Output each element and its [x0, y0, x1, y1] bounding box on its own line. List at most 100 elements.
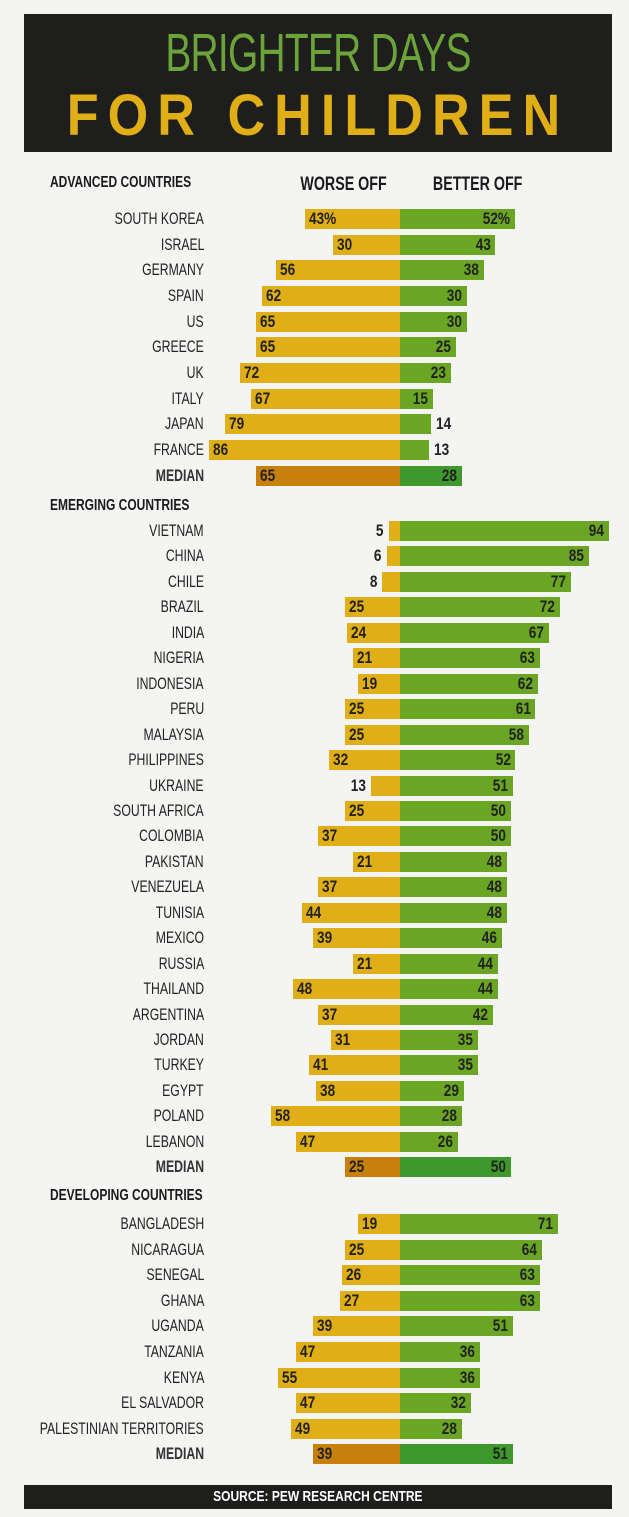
better-off-value: 85 [568, 546, 584, 566]
country-label: THAILAND [143, 979, 204, 999]
better-off-bar [400, 571, 571, 592]
worse-off-value: 65 [259, 311, 275, 331]
better-off-value: 50 [490, 1157, 506, 1177]
country-label: INDIA [171, 622, 204, 642]
worse-off-bar [344, 1239, 400, 1260]
better-off-value: 15 [413, 388, 429, 408]
worse-off-value: 25 [348, 699, 364, 719]
better-off-bar [400, 439, 429, 460]
better-off-value: 63 [519, 1290, 535, 1310]
worse-off-value: 24 [350, 622, 366, 642]
better-off-value: 26 [437, 1131, 453, 1151]
country-label: UGANDA [151, 1316, 204, 1336]
country-label: NICARAGUA [131, 1239, 204, 1259]
country-label: VENEZUELA [131, 877, 204, 897]
better-off-value: 62 [517, 673, 533, 693]
better-off-value: 51 [493, 1316, 509, 1336]
country-label: TURKEY [154, 1055, 204, 1075]
worse-off-bar [344, 1157, 400, 1178]
better-off-value: 48 [486, 877, 502, 897]
better-off-bar [400, 622, 549, 643]
worse-off-bar [302, 902, 400, 923]
better-off-bar [400, 877, 507, 898]
better-off-bar [400, 1004, 494, 1025]
worse-off-bar [308, 1055, 400, 1076]
country-label: MEDIAN [155, 1444, 204, 1464]
worse-off-bar [315, 1080, 400, 1101]
better-off-bar [400, 750, 516, 771]
worse-off-value: 8 [369, 571, 378, 591]
better-off-bar [400, 1214, 558, 1234]
better-off-bar [400, 1367, 480, 1388]
worse-off-value: 25 [348, 1239, 364, 1259]
worse-off-value: 19 [361, 1214, 377, 1233]
worse-off-value: 26 [346, 1265, 362, 1285]
worse-off-value: 25 [348, 800, 364, 820]
country-label: UKRAINE [149, 775, 204, 795]
country-label: ARGENTINA [132, 1004, 204, 1024]
country-label: MEDIAN [155, 1157, 204, 1177]
better-off-value: 48 [486, 851, 502, 871]
worse-off-bar [353, 851, 400, 872]
better-off-value: 43 [475, 234, 491, 254]
worse-off-bar [328, 750, 400, 771]
better-off-value: 94 [588, 521, 604, 540]
title-line-1: BRIGHTER DAYS [165, 23, 471, 83]
worse-off-bar [277, 1367, 400, 1388]
country-label: EL SALVADOR [121, 1393, 204, 1413]
worse-off-value: 5 [376, 521, 384, 540]
better-off-value: 38 [464, 260, 480, 280]
better-off-value: 58 [508, 724, 524, 744]
better-off-bar [400, 414, 432, 435]
worse-off-bar [262, 285, 400, 306]
better-off-value: 50 [490, 826, 506, 846]
better-off-value: 28 [442, 1418, 458, 1438]
better-off-bar [400, 388, 434, 409]
worse-off-value: 86 [213, 439, 229, 459]
better-off-value: 64 [521, 1239, 538, 1259]
better-off-bar [400, 648, 540, 669]
better-off-value: 44 [477, 979, 493, 999]
worse-off-value: 25 [348, 597, 364, 617]
worse-off-value: 72 [244, 362, 260, 382]
worse-off-value: 19 [361, 673, 377, 693]
better-off-bar [400, 1030, 478, 1050]
country-label: INDONESIA [136, 673, 204, 693]
better-off-value: 28 [442, 465, 458, 485]
country-label: NIGERIA [153, 648, 204, 668]
country-label: ITALY [171, 388, 204, 408]
worse-off-bar [255, 311, 400, 332]
worse-off-value: 38 [319, 1080, 335, 1100]
worse-off-bar [313, 928, 400, 949]
country-label: BRAZIL [161, 597, 204, 617]
worse-off-value: 47 [299, 1393, 315, 1413]
worse-off-bar [344, 699, 400, 720]
country-label: MALAYSIA [143, 724, 204, 744]
group-header: EMERGING COUNTRIES [50, 497, 190, 514]
better-off-value: 51 [493, 775, 509, 795]
worse-off-value: 49 [295, 1418, 311, 1438]
legend-better-off: BETTER OFF [432, 174, 523, 195]
better-off-bar [400, 1265, 540, 1286]
country-label: TANZANIA [144, 1342, 204, 1361]
country-label: PAKISTAN [145, 851, 204, 871]
better-off-value: 77 [550, 571, 566, 591]
worse-off-value: 44 [306, 902, 322, 922]
worse-off-value: 47 [299, 1342, 315, 1361]
legend-worse-off: WORSE OFF [300, 174, 387, 195]
worse-off-value: 25 [348, 724, 364, 744]
worse-off-value: 32 [332, 750, 349, 770]
better-off-bar [400, 724, 529, 745]
better-off-value: 72 [539, 597, 555, 617]
better-off-bar [400, 260, 485, 281]
worse-off-bar [255, 337, 400, 358]
better-off-bar [400, 1444, 514, 1465]
worse-off-bar [317, 826, 400, 847]
country-label: BANGLADESH [120, 1214, 204, 1233]
better-off-bar [400, 546, 589, 567]
worse-off-bar [295, 1393, 400, 1414]
worse-off-value: 62 [266, 285, 282, 305]
worse-off-value: 58 [275, 1106, 291, 1126]
better-off-bar [400, 337, 456, 358]
worse-off-value: 79 [228, 414, 244, 434]
